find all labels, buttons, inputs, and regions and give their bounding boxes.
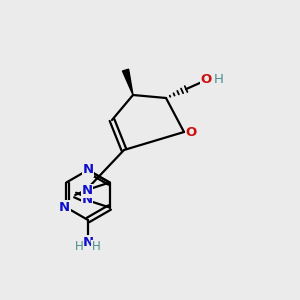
Text: H: H: [213, 74, 223, 86]
Text: H: H: [92, 241, 100, 254]
Text: H: H: [75, 241, 83, 254]
Text: N: N: [81, 193, 92, 206]
Text: O: O: [201, 74, 212, 86]
Text: N: N: [81, 184, 92, 197]
Text: N: N: [82, 163, 94, 176]
Polygon shape: [122, 69, 133, 95]
Text: O: O: [185, 125, 197, 139]
Text: N: N: [59, 201, 70, 214]
Text: N: N: [82, 236, 94, 248]
